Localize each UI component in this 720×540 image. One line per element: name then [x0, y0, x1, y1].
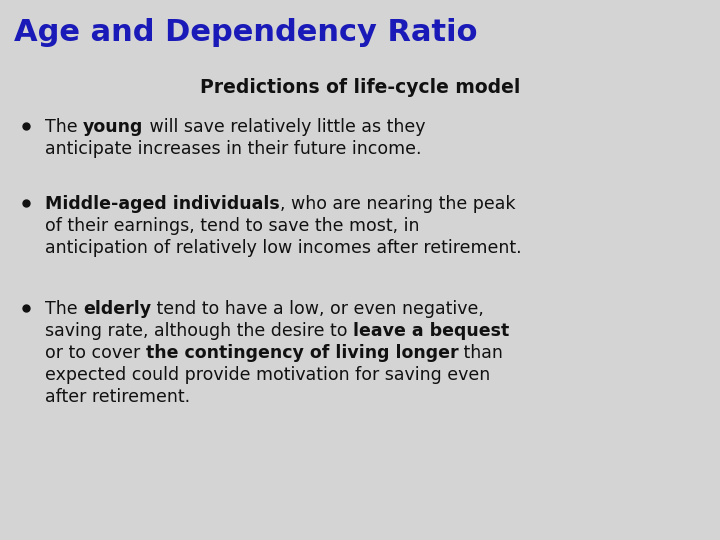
- Text: leave a bequest: leave a bequest: [353, 322, 509, 340]
- Text: elderly: elderly: [83, 300, 151, 318]
- Text: of their earnings, tend to save the most, in: of their earnings, tend to save the most…: [45, 217, 420, 235]
- Text: The: The: [45, 300, 83, 318]
- Text: expected could provide motivation for saving even: expected could provide motivation for sa…: [45, 366, 490, 384]
- Text: saving rate, although the desire to: saving rate, although the desire to: [45, 322, 353, 340]
- Text: The: The: [45, 118, 83, 136]
- Text: Predictions of life-cycle model: Predictions of life-cycle model: [200, 78, 520, 97]
- Text: will save relatively little as they: will save relatively little as they: [143, 118, 425, 136]
- Text: anticipate increases in their future income.: anticipate increases in their future inc…: [45, 140, 421, 158]
- Text: young: young: [83, 118, 143, 136]
- Text: Middle-aged individuals: Middle-aged individuals: [45, 195, 280, 213]
- Text: or to cover: or to cover: [45, 344, 145, 362]
- Text: , who are nearing the peak: , who are nearing the peak: [280, 195, 516, 213]
- Text: than: than: [459, 344, 503, 362]
- Text: Age and Dependency Ratio: Age and Dependency Ratio: [14, 18, 477, 47]
- Text: tend to have a low, or even negative,: tend to have a low, or even negative,: [151, 300, 484, 318]
- Text: anticipation of relatively low incomes after retirement.: anticipation of relatively low incomes a…: [45, 239, 521, 257]
- Text: the contingency of living longer: the contingency of living longer: [145, 344, 459, 362]
- Text: after retirement.: after retirement.: [45, 388, 190, 406]
